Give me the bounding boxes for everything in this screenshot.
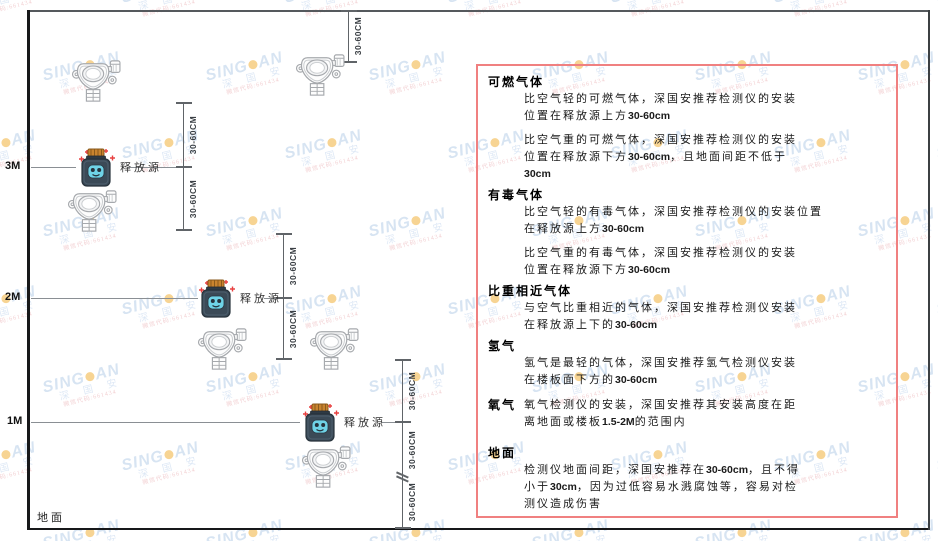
paragraph-line: 30cm bbox=[524, 168, 551, 180]
dimension-tick bbox=[395, 527, 411, 529]
panel-section: 有毒气体比空气轻的有毒气体，深国安推荐检测仪的安装位置 在释放源上方30-60cm… bbox=[488, 187, 886, 279]
gas-detector-icon bbox=[70, 58, 122, 104]
release-source-icon bbox=[196, 278, 236, 320]
section-heading: 比重相近气体 bbox=[488, 284, 573, 298]
dimension-line bbox=[402, 360, 403, 528]
paragraph-line: 在释放源上下的30-60cm bbox=[524, 319, 658, 331]
section-heading: 氧气 bbox=[488, 398, 517, 412]
height-level-line bbox=[382, 422, 402, 423]
dimension-tick bbox=[176, 102, 192, 104]
paragraph-line: 比空气轻的可燃气体，深国安推荐检测仪的安装 bbox=[524, 93, 797, 105]
paragraph-line: 氧气检测仪的安装，深国安推荐其安装高度在距 bbox=[524, 399, 797, 411]
height-level-line bbox=[264, 298, 283, 299]
panel-section: 地面 检测仪地面间距，深国安推荐在30-60cm，且不得 小于30cm，因为过低容易… bbox=[488, 445, 886, 513]
gas-detector-icon bbox=[300, 444, 352, 490]
gas-detector-icon bbox=[308, 326, 360, 372]
section-paragraph: 氢气是最轻的气体，深国安推荐氢气检测仪安装 在楼板面下方的30-60cm bbox=[524, 355, 886, 389]
paragraph-line: 在释放源上方30-60cm bbox=[524, 223, 645, 235]
paragraph-line: 离地面或楼板1.5-2M的范围内 bbox=[524, 416, 687, 428]
height-level-line bbox=[128, 167, 183, 168]
release-source-icon bbox=[76, 147, 116, 189]
panel-section: 氧气 氧气检测仪的安装，深国安推荐其安装高度在距 离地面或楼板1.5-2M的范围内 bbox=[488, 397, 886, 431]
ceiling-line bbox=[28, 10, 929, 12]
wall-line bbox=[27, 10, 30, 530]
dimension-tick bbox=[395, 421, 411, 423]
height-level-line bbox=[31, 167, 76, 168]
paragraph-line: 位置在释放源上方30-60cm bbox=[524, 110, 671, 122]
height-axis-label: 1M bbox=[7, 415, 23, 427]
paragraph-line: 比空气重的可燃气体，深国安推荐检测仪的安装 bbox=[524, 134, 797, 146]
gas-detector-icon bbox=[196, 326, 248, 372]
height-axis-label: 2M bbox=[5, 291, 21, 303]
info-panel: 可燃气体比空气轻的可燃气体，深国安推荐检测仪的安装 位置在释放源上方30-60cm… bbox=[476, 64, 898, 518]
paragraph-line: 与空气比重相近的气体，深国安推荐检测仪安装 bbox=[524, 302, 797, 314]
dimension-tick bbox=[276, 358, 292, 360]
release-source-icon bbox=[300, 402, 340, 444]
dimension-label: 30-60CM bbox=[288, 246, 298, 286]
paragraph-line: 位置在释放源下方30-60cm bbox=[524, 264, 671, 276]
paragraph-line: 氢气是最轻的气体，深国安推荐氢气检测仪安装 bbox=[524, 357, 797, 369]
section-paragraph: 比空气轻的有毒气体，深国安推荐检测仪的安装位置 在释放源上方30-60cm bbox=[524, 204, 886, 238]
dimension-label: 30-60CM bbox=[188, 179, 198, 219]
ground-line bbox=[28, 528, 929, 530]
panel-section: 氢气 氢气是最轻的气体，深国安推荐氢气检测仪安装 在楼板面下方的30-60cm bbox=[488, 338, 886, 389]
section-heading: 地面 bbox=[488, 446, 517, 460]
paragraph-line: 比空气重的有毒气体，深国安推荐检测仪的安装 bbox=[524, 247, 797, 259]
height-level-line bbox=[31, 298, 198, 299]
dimension-label: 30-60CM bbox=[407, 371, 417, 411]
paragraph-line: 比空气轻的有毒气体，深国安推荐检测仪的安装位置 bbox=[524, 206, 823, 218]
section-heading: 氢气 bbox=[488, 339, 517, 353]
paragraph-line: 小于30cm，因为过低容易水溅腐蚀等，容易对检 bbox=[524, 481, 798, 493]
dimension-tick bbox=[341, 10, 357, 12]
section-paragraph: 比空气重的有毒气体，深国安推荐检测仪的安装 位置在释放源下方30-60cm bbox=[524, 245, 886, 279]
ground-label: 地面 bbox=[37, 512, 65, 524]
paragraph-line: 位置在释放源下方30-60cm，且地面间距不低于 bbox=[524, 151, 788, 163]
release-source-label: 释放源 bbox=[344, 417, 386, 429]
section-paragraph: 比空气轻的可燃气体，深国安推荐检测仪的安装 位置在释放源上方30-60cm bbox=[524, 91, 886, 125]
section-paragraph: 检测仪地面间距，深国安推荐在30-60cm，且不得 小于30cm，因为过低容易水溅… bbox=[524, 462, 886, 513]
dimension-tick bbox=[341, 61, 357, 63]
dimension-label: 30-60CM bbox=[353, 16, 363, 56]
release-source-label: 释放源 bbox=[240, 293, 282, 305]
dimension-line bbox=[348, 11, 349, 62]
paragraph-line: 测仪造成伤害 bbox=[524, 498, 602, 510]
dimension-tick bbox=[395, 359, 411, 361]
panel-section: 比重相近气体与空气比重相近的气体，深国安推荐检测仪安装 在释放源上下的30-60c… bbox=[488, 283, 886, 334]
dimension-label: 30-60CM bbox=[288, 309, 298, 349]
paragraph-line: 检测仪地面间距，深国安推荐在30-60cm，且不得 bbox=[524, 464, 801, 476]
panel-section: 可燃气体比空气轻的可燃气体，深国安推荐检测仪的安装 位置在释放源上方30-60cm… bbox=[488, 74, 886, 183]
release-source-label: 释放源 bbox=[120, 162, 162, 174]
dimension-line bbox=[283, 234, 284, 359]
dimension-tick bbox=[276, 297, 292, 299]
height-axis-label: 3M bbox=[5, 160, 21, 172]
paragraph-line: 在楼板面下方的30-60cm bbox=[524, 374, 658, 386]
dimension-label: 30-60CM bbox=[407, 482, 417, 522]
dimension-label: 30-60CM bbox=[407, 430, 417, 470]
section-paragraph: 氧气检测仪的安装，深国安推荐其安装高度在距 离地面或楼板1.5-2M的范围内 bbox=[524, 397, 886, 431]
dimension-label: 30-60CM bbox=[188, 115, 198, 155]
dimension-tick bbox=[176, 166, 192, 168]
section-paragraph: 比空气重的可燃气体，深国安推荐检测仪的安装 位置在释放源下方30-60cm，且地面… bbox=[524, 132, 886, 183]
height-level-line bbox=[31, 422, 300, 423]
section-heading: 有毒气体 bbox=[488, 188, 545, 202]
right-frame-line bbox=[928, 10, 930, 530]
section-heading: 可燃气体 bbox=[488, 75, 545, 89]
gas-detector-icon bbox=[294, 52, 346, 98]
section-paragraph: 与空气比重相近的气体，深国安推荐检测仪安装 在释放源上下的30-60cm bbox=[524, 300, 886, 334]
dimension-tick bbox=[176, 229, 192, 231]
dimension-tick bbox=[276, 233, 292, 235]
gas-detector-icon bbox=[66, 188, 118, 234]
